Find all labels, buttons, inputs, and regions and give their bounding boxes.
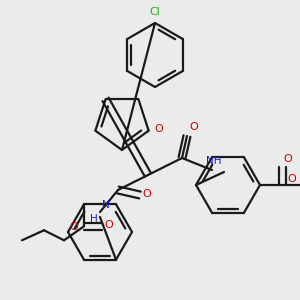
Text: O: O [142,189,151,199]
Text: O: O [70,222,78,232]
Text: O: O [104,220,113,230]
Text: NH: NH [206,156,221,166]
Text: O: O [154,124,164,134]
Text: O: O [288,174,296,184]
Text: O: O [189,122,198,132]
Text: O: O [283,154,292,164]
Text: N: N [102,200,110,210]
Text: Cl: Cl [150,7,160,17]
Text: H: H [90,214,98,224]
